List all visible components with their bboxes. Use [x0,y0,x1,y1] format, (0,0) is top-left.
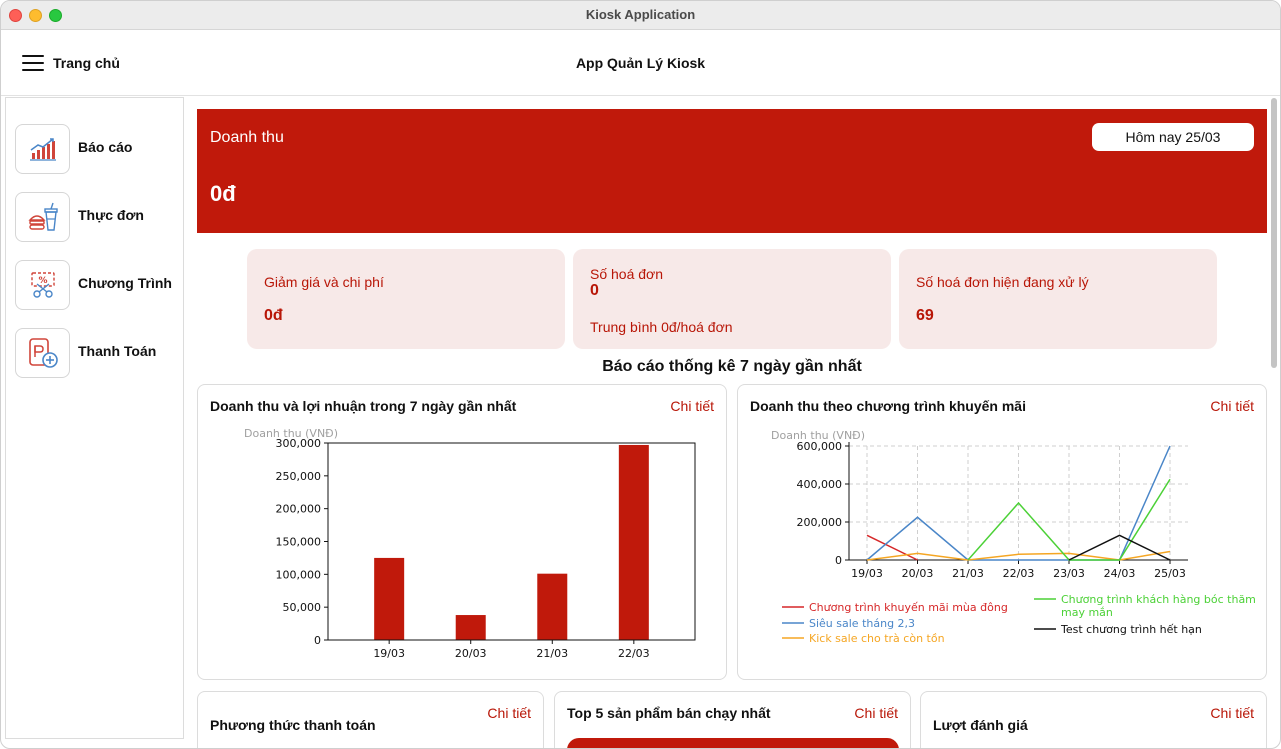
content-scrollbar[interactable] [1271,98,1277,368]
top5-detail-link[interactable]: Chi tiết [854,705,898,721]
sidebar-item-payment[interactable]: Thanh Toán [15,328,180,378]
panel-title: Doanh thu theo chương trình khuyến mãi [750,398,1026,414]
x-tick-label: 22/03 [1003,567,1035,580]
x-tick-label: 20/03 [455,647,487,660]
ratings-panel: Lượt đánh giá Chi tiết [920,691,1267,748]
panel-title: Top 5 sản phẩm bán chạy nhất [567,705,771,721]
revenue-bar-chart: Doanh thu (VNĐ) 0 50,000 100,000 150,000 200,… [244,427,696,660]
processing-label: Số hoá đơn hiện đang xử lý [916,274,1089,290]
x-tick-label: 21/03 [536,647,568,660]
processing-value: 69 [916,307,934,324]
sidebar-item-label: Thanh Toán [78,343,157,359]
y-axis-label: Doanh thu (VNĐ) [771,429,865,442]
section-title: Báo cáo thống kê 7 ngày gần nhất [602,358,862,375]
bar [618,444,649,640]
home-label[interactable]: Trang chủ [53,55,120,71]
revenue-profit-detail-link[interactable]: Chi tiết [670,398,714,414]
x-tick-label: 25/03 [1154,567,1186,580]
date-filter-button[interactable]: Hôm nay 25/03 [1092,123,1254,151]
y-tick-label: 100,000 [276,568,322,581]
maximize-window-button[interactable] [49,9,62,22]
app-header: Trang chủ App Quản Lý Kiosk [1,31,1280,96]
invoice-count-label: Số hoá đơn [590,266,664,282]
payment-method-panel: Phương thức thanh toán Chi tiết [197,691,544,748]
series-line [1068,534,1171,561]
promotion-coupon-icon: % [15,260,70,310]
sidebar-item-label: Chương Trình [78,275,172,291]
y-tick-label: 300,000 [276,437,322,450]
y-tick-label: 250,000 [276,470,322,483]
panel-title: Doanh thu và lợi nhuận trong 7 ngày gần … [210,398,517,414]
ratings-detail-link[interactable]: Chi tiết [1210,705,1254,721]
x-tick-label: 22/03 [618,647,650,660]
y-tick-label: 50,000 [283,601,322,614]
y-tick-label: 0 [835,554,842,567]
legend-label: Test chương trình hết hạn [1060,623,1202,636]
x-tick-label: 19/03 [373,647,405,660]
promotion-detail-link[interactable]: Chi tiết [1210,398,1254,414]
sidebar-item-label: Báo cáo [78,139,133,155]
close-window-button[interactable] [9,9,22,22]
x-tick-label: 24/03 [1104,567,1136,580]
y-tick-label: 150,000 [276,536,322,549]
legend-label: Siêu sale tháng 2,3 [809,617,915,630]
promotion-panel: Doanh thu theo chương trình khuyến mãi C… [737,384,1267,680]
panel-title: Phương thức thanh toán [210,717,376,733]
revenue-label: Doanh thu [210,129,284,146]
revenue-banner: Doanh thu 0đ Hôm nay 25/03 [197,109,1267,233]
y-tick-label: 600,000 [797,440,843,453]
bar [537,573,568,640]
sidebar-item-label: Thực đơn [78,207,144,223]
payment-icon [15,328,70,378]
payment-method-detail-link[interactable]: Chi tiết [487,705,531,721]
discount-value: 0đ [264,307,283,324]
invoice-average-label: Trung bình 0đ/hoá đơn [590,319,733,335]
bar [455,615,486,640]
top5-table-header [567,738,899,748]
series-line [866,534,918,561]
y-tick-label: 200,000 [797,516,843,529]
sidebar-item-menu[interactable]: Thực đơn [15,192,180,242]
processing-invoices-card: Số hoá đơn hiện đang xử lý 69 [899,249,1217,349]
title-bar: Kiosk Application [1,1,1280,30]
invoice-count-card: Số hoá đơn 0 Trung bình 0đ/hoá đơn [573,249,891,349]
legend-label: Kick sale cho trà còn tồn [809,632,945,645]
minimize-window-button[interactable] [29,9,42,22]
panel-title: Lượt đánh giá [933,717,1028,733]
plot-frame [327,442,696,641]
sidebar-item-report[interactable]: Báo cáo [15,124,180,174]
revenue-value: 0đ [210,181,236,206]
report-chart-icon [15,124,70,174]
main-content: Doanh thu 0đ Hôm nay 25/03 Giảm giá và c… [185,97,1271,748]
app-title: App Quản Lý Kiosk [575,55,706,71]
y-axis-label: Doanh thu (VNĐ) [244,427,338,440]
y-tick-label: 0 [314,634,321,647]
bar [374,557,405,640]
sidebar: Báo cáo Thực đơn % [5,97,184,739]
x-tick-label: 19/03 [851,567,883,580]
y-tick-label: 200,000 [276,503,322,516]
x-tick-label: 23/03 [1053,567,1085,580]
promotion-line-chart: Doanh thu (VNĐ) 0 200,000 400,000 600,000 19/… [771,429,1256,645]
hamburger-menu-icon[interactable] [22,53,44,73]
revenue-profit-panel: Doanh thu và lợi nhuận trong 7 ngày gần … [197,384,727,680]
legend-label: Chương trình khách hàng bóc thăm may mắn [1061,593,1256,619]
top5-products-panel: Top 5 sản phẩm bán chạy nhất Chi tiết [554,691,911,748]
food-menu-icon [15,192,70,242]
x-tick-label: 20/03 [902,567,934,580]
discount-label: Giảm giá và chi phí [264,274,384,290]
sidebar-item-promotion[interactable]: % Chương Trình [15,260,180,310]
legend-label: Chương trình khuyến mãi mùa đông [809,601,1008,614]
invoice-count-value: 0 [590,282,599,299]
x-tick-label: 21/03 [952,567,984,580]
discount-card: Giảm giá và chi phí 0đ [247,249,565,349]
y-tick-label: 400,000 [797,478,843,491]
window-title: Kiosk Application [585,7,696,22]
svg-text:%: % [38,276,47,286]
